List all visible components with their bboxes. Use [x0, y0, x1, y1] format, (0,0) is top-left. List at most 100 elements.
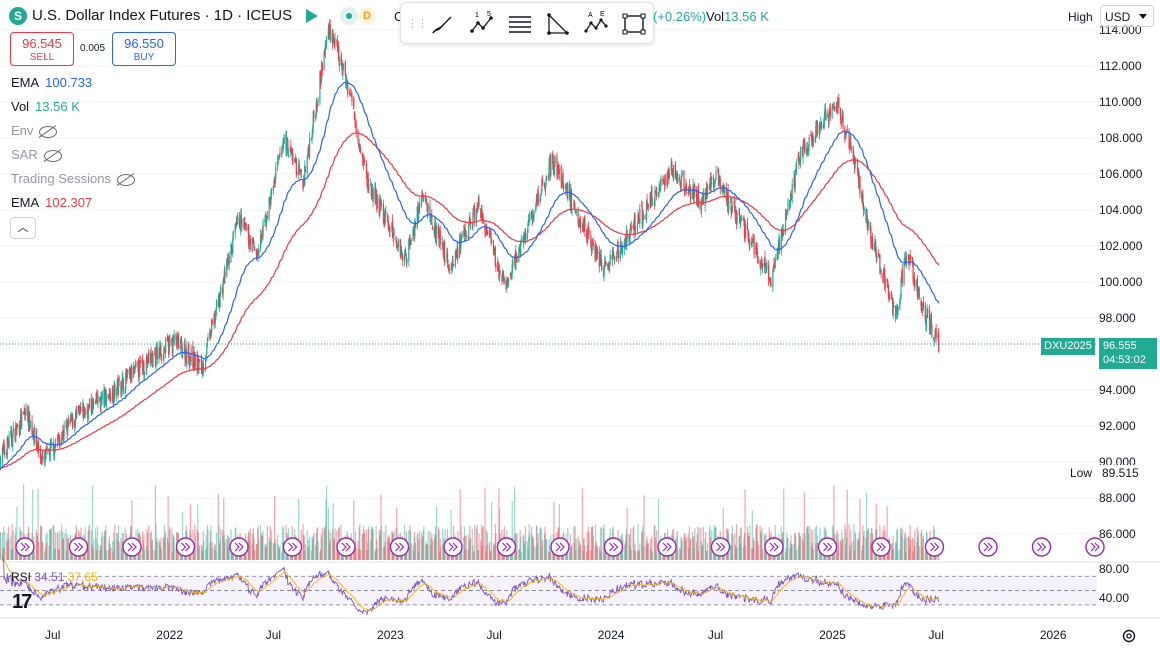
sell-button[interactable]: 96.545 SELL — [10, 32, 74, 66]
volume-bar — [315, 545, 317, 560]
candle-body — [827, 119, 830, 123]
volume-bar — [162, 537, 164, 560]
header-volume-label: Vol — [706, 9, 725, 24]
triangle-pattern-icon[interactable] — [545, 11, 571, 37]
indicator-sar[interactable]: SAR — [11, 147, 62, 162]
candle-body — [439, 231, 441, 245]
volume-bar — [298, 547, 300, 560]
candle-body — [10, 430, 12, 436]
candle-body — [312, 127, 314, 136]
currency-select[interactable]: USD — [1100, 5, 1154, 27]
indicator-envelope[interactable]: Env — [11, 123, 58, 138]
volume-bar — [463, 526, 466, 560]
volume-bar — [221, 529, 224, 560]
candle-body — [247, 225, 250, 246]
hidden-eye-icon[interactable] — [43, 149, 62, 162]
price-axis[interactable]: 114.000 112.000 110.000 108.000 106.000 104.0… — [1097, 0, 1160, 652]
candle-body — [884, 273, 886, 290]
candle-body — [319, 71, 322, 86]
volume-bar — [548, 539, 550, 560]
volume-bar — [540, 527, 542, 560]
candle-body — [446, 252, 448, 259]
candle-body — [244, 222, 246, 226]
volume-bar — [316, 528, 318, 560]
candle-body — [253, 246, 256, 250]
brush-icon[interactable] — [429, 11, 455, 37]
volume-bar — [15, 551, 17, 560]
candle-body — [78, 406, 80, 412]
candle-body — [650, 194, 652, 204]
volume-bar — [696, 542, 698, 560]
market-open-icon[interactable] — [340, 7, 358, 25]
indicator-ema-fast[interactable]: EMA 100.733 — [11, 75, 92, 90]
candle-body — [338, 45, 340, 60]
rectangle-icon[interactable] — [621, 11, 647, 37]
hidden-eye-icon[interactable] — [39, 125, 58, 138]
price-axis-label: 104.000 — [1099, 203, 1143, 217]
indicator-trading-sessions[interactable]: Trading Sessions — [11, 171, 135, 186]
candle-body — [518, 248, 520, 262]
candle-body — [596, 248, 599, 254]
candle-body — [309, 138, 311, 158]
rsi-legend[interactable]: RSI 34.51 37.65 — [11, 570, 98, 584]
candle-body — [888, 296, 890, 299]
tradingview-logo[interactable]: 17 — [12, 591, 32, 613]
volume-bar — [472, 545, 474, 560]
candle-body — [433, 227, 435, 234]
candle-body — [913, 277, 915, 287]
candle-body — [435, 239, 437, 241]
candle-body — [719, 177, 721, 179]
delayed-data-badge[interactable]: D — [358, 7, 376, 25]
candle-body — [351, 94, 353, 101]
candle-body — [11, 442, 13, 446]
settings-gear-icon[interactable] — [1121, 628, 1137, 644]
indicator-ema-slow[interactable]: EMA 102.307 — [11, 195, 92, 210]
collapse-legend-button[interactable]: ︿ — [10, 217, 36, 239]
volume-bar — [437, 527, 440, 560]
volume-bar — [54, 549, 56, 560]
volume-bar — [687, 533, 689, 560]
candle-body — [101, 392, 103, 400]
volume-bar — [677, 549, 679, 560]
fib-lines-icon[interactable] — [507, 11, 533, 37]
drag-handle-icon[interactable]: ⋮⋮ — [407, 18, 428, 30]
candle-body — [235, 220, 238, 225]
candle-body — [249, 238, 251, 250]
volume-bar — [867, 529, 869, 560]
hidden-eye-icon[interactable] — [116, 173, 135, 186]
volume-bar — [154, 485, 157, 560]
volume-bar — [891, 542, 894, 560]
candle-body — [235, 224, 237, 227]
volume-bar — [846, 489, 848, 560]
candle-body — [486, 227, 488, 233]
candle-body — [801, 147, 804, 157]
candle-body — [726, 192, 729, 207]
candle-body — [79, 407, 82, 411]
candle-body — [130, 368, 132, 381]
volume-bar — [865, 493, 868, 560]
candle-body — [350, 94, 352, 96]
event-arrow-icon — [764, 537, 784, 557]
candle-body — [78, 408, 80, 411]
indicator-volume[interactable]: Vol 13.56 K — [11, 99, 80, 114]
candle-body — [4, 451, 6, 455]
candle-body — [365, 163, 368, 175]
candle-body — [815, 125, 817, 137]
candle-body — [376, 193, 378, 210]
candle-body — [408, 239, 410, 261]
candle-body — [850, 146, 853, 150]
candle-body — [387, 221, 389, 226]
candle-body — [176, 336, 178, 347]
volume-bar — [142, 531, 144, 560]
symbol-title[interactable]: U.S. Dollar Index Futures · 1D · ICEUS — [32, 7, 293, 24]
flag-icon[interactable] — [306, 9, 318, 23]
buy-button[interactable]: 96.550 BUY — [112, 32, 176, 66]
candle-body — [832, 104, 834, 106]
volume-bar — [218, 544, 221, 560]
candle-body — [726, 198, 728, 206]
volume-bar — [905, 537, 908, 560]
volume-bar — [528, 524, 530, 560]
